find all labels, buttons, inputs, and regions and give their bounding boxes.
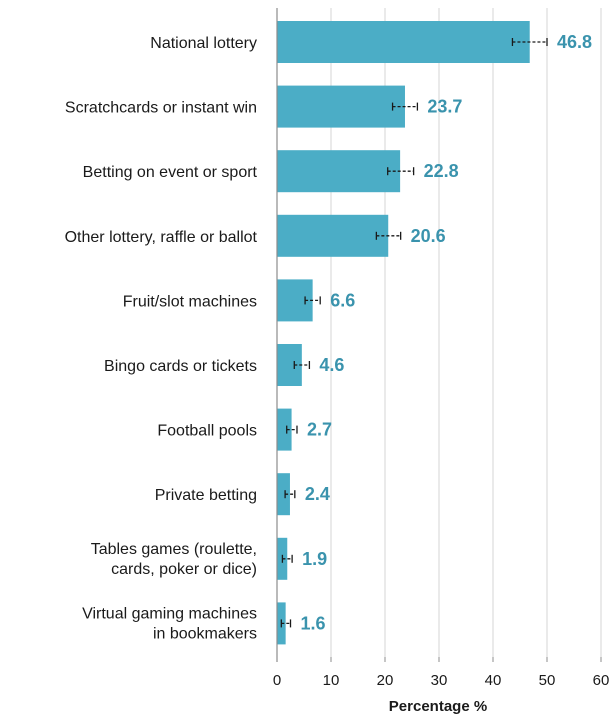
- error-bar-9: [280, 619, 292, 628]
- error-bar-4: [304, 296, 321, 305]
- value-labels: 46.8 23.7 22.8 20.6 6.6 4.6 2.7 2.4 1.9 1.6: [301, 32, 593, 633]
- error-bar-6: [286, 425, 298, 434]
- category-label-7: Private betting: [155, 487, 257, 504]
- x-axis-title: Percentage %: [389, 698, 487, 715]
- category-label-0: National lottery: [150, 35, 257, 52]
- category-label-3: Other lottery, raffle or ballot: [65, 229, 258, 246]
- value-label-1: 23.7: [427, 97, 462, 117]
- error-bar-1: [391, 102, 419, 111]
- category-label-9-line-0: Virtual gaming machines: [82, 605, 257, 622]
- value-label-0: 46.8: [557, 32, 592, 52]
- bar-7: [277, 473, 290, 516]
- bar-5: [277, 344, 302, 386]
- value-label-9: 1.6: [301, 613, 326, 633]
- category-label-8: Tables games (roulette, cards, poker or d…: [91, 541, 257, 578]
- value-label-7: 2.4: [305, 484, 330, 504]
- bar-2: [277, 150, 401, 193]
- x-tick-label-30: 30: [431, 672, 448, 689]
- value-label-5: 4.6: [319, 355, 344, 375]
- bar-1: [277, 85, 405, 128]
- category-label-8-line-0: Tables games (roulette,: [91, 541, 257, 558]
- value-label-6: 2.7: [307, 420, 332, 440]
- error-bar-0: [511, 38, 548, 46]
- x-tick-label-20: 20: [377, 672, 394, 689]
- bar-3: [277, 214, 389, 257]
- x-tick-label-40: 40: [485, 672, 502, 689]
- category-label-4: Fruit/slot machines: [123, 293, 257, 310]
- bar-0: [277, 21, 530, 63]
- category-label-8-line-1: cards, poker or dice): [111, 561, 257, 578]
- error-bars: [280, 38, 548, 628]
- value-label-8: 1.9: [302, 549, 327, 569]
- category-label-5: Bingo cards or tickets: [104, 358, 257, 375]
- category-label-2: Betting on event or sport: [83, 164, 258, 181]
- category-labels: National lottery Scratchcards or instant …: [65, 35, 258, 642]
- error-bar-8: [281, 554, 293, 563]
- x-tick-label-10: 10: [323, 672, 340, 689]
- value-label-2: 22.8: [424, 161, 459, 181]
- category-label-9: Virtual gaming machines in bookmakers: [82, 605, 257, 642]
- value-label-3: 20.6: [411, 226, 446, 246]
- error-bar-5: [293, 361, 311, 369]
- category-label-9-line-1: in bookmakers: [153, 625, 257, 642]
- bars: [277, 21, 530, 645]
- category-label-6: Football pools: [157, 423, 257, 440]
- x-tick-label-50: 50: [539, 672, 556, 689]
- error-bar-2: [387, 167, 415, 176]
- x-axis: 0 10 20 30 40 50 60: [273, 8, 610, 689]
- bar-6: [277, 408, 292, 451]
- error-bar-3: [375, 231, 402, 240]
- x-tick-label-60: 60: [593, 672, 610, 689]
- x-tick-label-0: 0: [273, 672, 281, 689]
- category-label-1: Scratchcards or instant win: [65, 100, 257, 117]
- error-bar-7: [284, 490, 296, 499]
- value-label-4: 6.6: [330, 290, 355, 310]
